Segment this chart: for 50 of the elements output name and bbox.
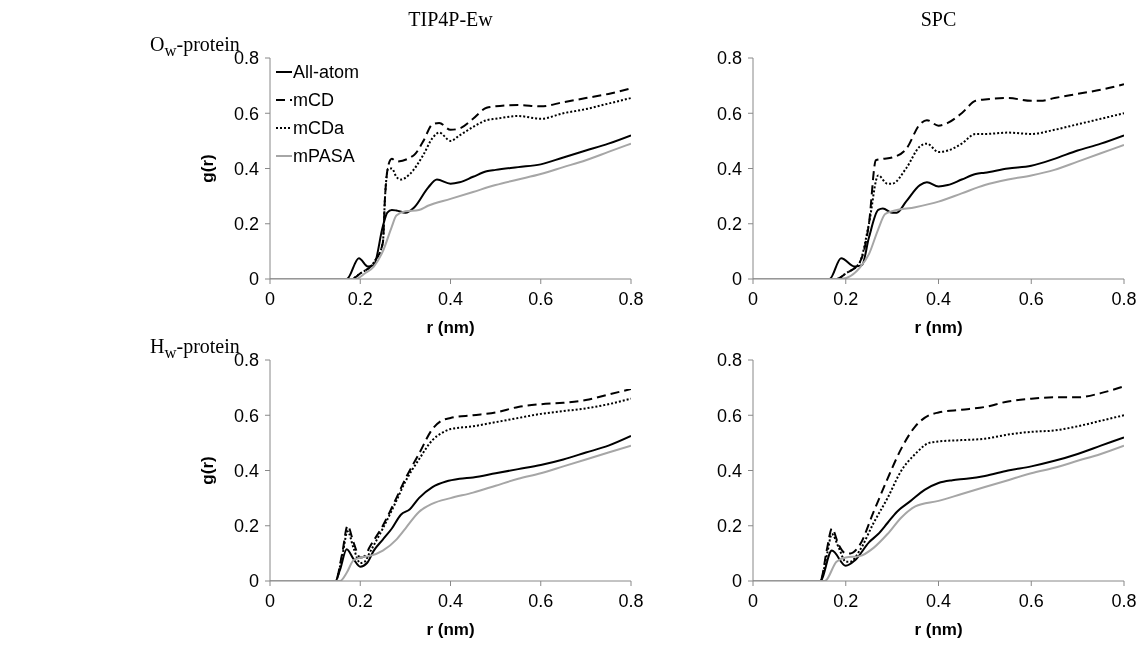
- x-tick-label: 0.6: [528, 590, 554, 611]
- y-tick-label: 0.4: [716, 158, 742, 179]
- legend-label: All-atom: [293, 61, 360, 83]
- y-tick-label: 0.4: [233, 460, 259, 481]
- y-tick-label: 0.4: [233, 158, 259, 179]
- x-tick-label: 0: [264, 288, 276, 309]
- y-tick-label: 0.8: [716, 350, 742, 371]
- y-tick-label: 0: [248, 269, 259, 290]
- y-tick-label: 0.8: [716, 48, 742, 69]
- chart-title: SPC: [919, 8, 958, 31]
- chart-title: TIP4P-Ew: [407, 8, 494, 31]
- x-axis-title: r (nm): [426, 620, 475, 639]
- x-tick-label: 0.4: [925, 590, 952, 611]
- x-tick-label: 0.4: [437, 288, 464, 309]
- x-tick-label: 0.8: [618, 288, 644, 309]
- x-tick-label: 0.4: [925, 288, 952, 309]
- x-tick-label: 0.8: [1111, 288, 1137, 309]
- y-tick-label: 0.6: [716, 405, 742, 426]
- x-axis-title: r (nm): [914, 318, 963, 337]
- x-tick-label: 0.8: [1111, 590, 1137, 611]
- y-tick-label: 0: [731, 571, 742, 592]
- y-tick-label: 0.4: [716, 460, 742, 481]
- y-tick-label: 0: [731, 269, 742, 290]
- x-axis-title: r (nm): [426, 318, 475, 337]
- y-tick-label: 0.2: [233, 214, 259, 235]
- y-tick-label: 0.2: [233, 516, 259, 537]
- legend-label: mPASA: [293, 145, 355, 167]
- legend-label: mCD: [293, 89, 334, 111]
- y-tick-label: 0.6: [233, 103, 259, 124]
- x-tick-label: 0.6: [1018, 590, 1044, 611]
- y-axis-title: g(r): [198, 456, 218, 485]
- y-tick-label: 0.2: [716, 214, 742, 235]
- x-tick-label: 0.8: [618, 590, 644, 611]
- x-tick-label: 0.6: [528, 288, 554, 309]
- x-tick-label: 0.2: [347, 288, 373, 309]
- legend-label: mCDa: [293, 117, 345, 139]
- x-tick-label: 0: [264, 590, 276, 611]
- x-tick-label: 0.6: [1018, 288, 1044, 309]
- x-tick-label: 0.4: [437, 590, 464, 611]
- x-tick-label: 0.2: [833, 590, 859, 611]
- x-axis-title: r (nm): [914, 620, 963, 639]
- y-tick-label: 0.2: [716, 516, 742, 537]
- y-tick-label: 0: [248, 571, 259, 592]
- y-tick-label: 0.6: [233, 405, 259, 426]
- x-tick-label: 0.2: [833, 288, 859, 309]
- x-tick-label: 0: [747, 590, 759, 611]
- y-axis-title: g(r): [198, 154, 218, 183]
- x-tick-label: 0.2: [347, 590, 373, 611]
- x-tick-label: 0: [747, 288, 759, 309]
- y-tick-label: 0.6: [716, 103, 742, 124]
